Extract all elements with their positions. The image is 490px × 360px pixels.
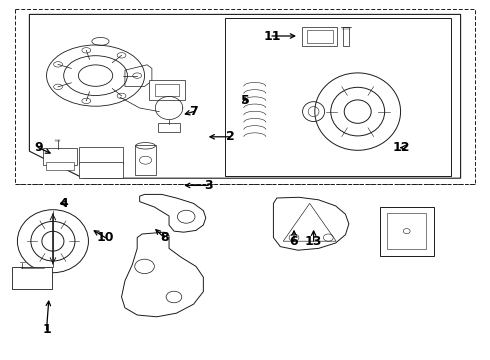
Text: 6: 6 [290, 235, 298, 248]
Text: 10: 10 [97, 231, 114, 244]
Text: 8: 8 [160, 231, 169, 244]
Text: 2: 2 [226, 130, 235, 143]
Text: 9: 9 [34, 141, 43, 154]
FancyBboxPatch shape [149, 80, 185, 100]
Ellipse shape [82, 98, 91, 104]
Ellipse shape [82, 48, 91, 53]
FancyBboxPatch shape [46, 162, 74, 170]
FancyBboxPatch shape [343, 27, 349, 46]
Text: 12: 12 [393, 141, 411, 154]
FancyBboxPatch shape [387, 213, 426, 249]
Text: 1: 1 [42, 323, 51, 336]
Text: 5: 5 [241, 94, 249, 107]
FancyBboxPatch shape [307, 30, 333, 43]
Ellipse shape [133, 73, 142, 78]
FancyBboxPatch shape [43, 148, 77, 165]
FancyBboxPatch shape [155, 84, 179, 96]
Text: 13: 13 [305, 235, 322, 248]
Ellipse shape [53, 84, 62, 90]
Ellipse shape [53, 62, 62, 67]
Text: 3: 3 [204, 179, 213, 192]
FancyBboxPatch shape [380, 207, 434, 256]
FancyBboxPatch shape [79, 162, 122, 178]
FancyBboxPatch shape [158, 123, 180, 132]
FancyBboxPatch shape [12, 267, 52, 289]
Ellipse shape [117, 93, 126, 99]
FancyBboxPatch shape [79, 147, 122, 164]
FancyBboxPatch shape [135, 145, 156, 175]
Text: 4: 4 [59, 197, 68, 210]
FancyBboxPatch shape [302, 27, 337, 46]
Text: 7: 7 [189, 105, 198, 118]
Ellipse shape [117, 53, 126, 58]
Text: 11: 11 [263, 30, 281, 42]
